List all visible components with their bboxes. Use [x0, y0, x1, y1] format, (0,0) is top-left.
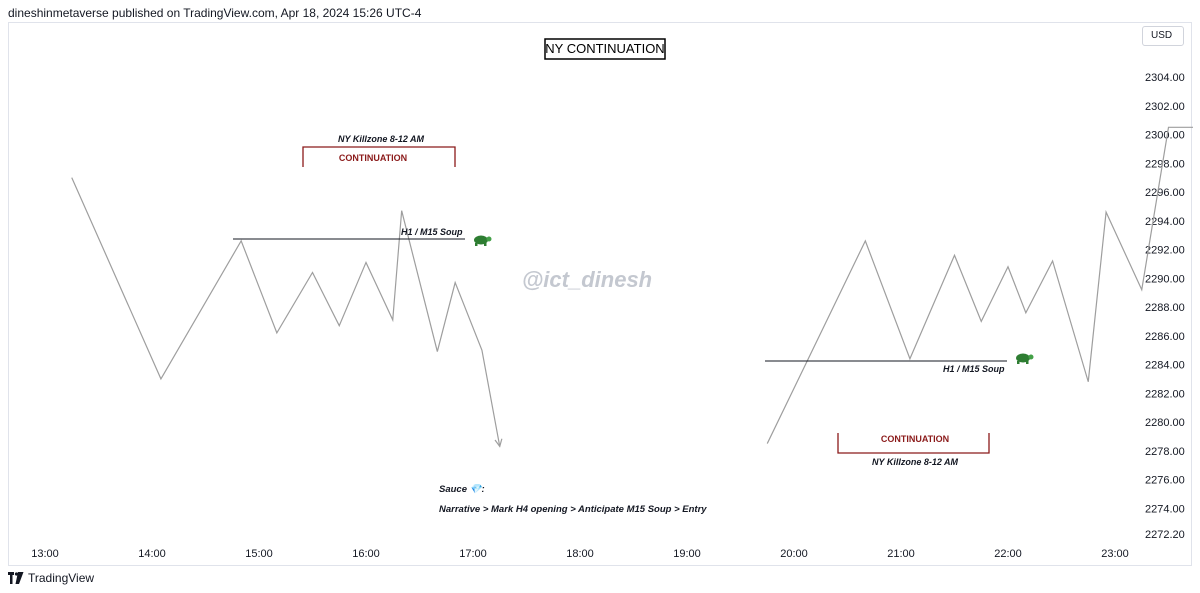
price-path-2 [766, 126, 1193, 444]
tradingview-logo-icon [8, 572, 24, 584]
chart-plot[interactable]: 2304.00 2302.00 2300.00 2298.00 2296.00 2294.… [9, 23, 1193, 567]
turtle-icon [1016, 353, 1034, 364]
turtle-icon [474, 235, 492, 246]
price-tick-label: 2294.00 [1145, 216, 1185, 228]
time-tick-label: 19:00 [673, 548, 701, 560]
right-killzone-label: NY Killzone 8-12 AM [872, 457, 959, 467]
price-path-1 [71, 177, 501, 447]
price-tick-label: 2288.00 [1145, 302, 1185, 314]
time-tick-label: 15:00 [245, 548, 273, 560]
time-tick-label: 16:00 [352, 548, 380, 560]
left-continuation-bracket [302, 146, 456, 167]
time-tick-label: 22:00 [994, 548, 1022, 560]
price-tick-label: 2298.00 [1145, 158, 1185, 170]
price-tick-label: 2278.00 [1145, 446, 1185, 458]
price-tick-label: 2274.00 [1145, 503, 1185, 515]
footer-brand: TradingView [28, 571, 95, 585]
time-tick-label: 18:00 [566, 548, 594, 560]
price-tick-label: 2276.00 [1145, 475, 1185, 487]
right-continuation-label: CONTINUATION [881, 434, 949, 444]
currency-button[interactable]: USD [1142, 26, 1184, 46]
sauce-steps: Narrative > Mark H4 opening > Anticipate… [439, 504, 707, 515]
arrow-head-1 [494, 438, 503, 448]
price-tick-label: 2286.00 [1145, 331, 1185, 343]
time-tick-label: 23:00 [1101, 548, 1129, 560]
time-tick-label: 13:00 [31, 548, 59, 560]
watermark: @ict_dinesh [522, 267, 652, 292]
left-killzone-label: NY Killzone 8-12 AM [338, 134, 425, 144]
price-tick-label: 2292.00 [1145, 245, 1185, 257]
price-tick-label: 2304.00 [1145, 72, 1185, 84]
price-tick-label: 2296.00 [1145, 187, 1185, 199]
sauce-title: Sauce 💎: [439, 483, 485, 495]
time-tick-label: 21:00 [887, 548, 915, 560]
price-tick-label: 2280.00 [1145, 417, 1185, 429]
title-box [544, 38, 666, 60]
time-tick-label: 17:00 [459, 548, 487, 560]
right-soup-label: H1 / M15 Soup [943, 364, 1005, 374]
chart-title: NY CONTINUATION [545, 41, 664, 56]
time-axis[interactable]: 13:00 14:00 15:00 16:00 17:00 18:00 19:00 20:00… [31, 548, 1193, 560]
price-axis[interactable]: 2304.00 2302.00 2300.00 2298.00 2296.00 2294.… [1145, 72, 1185, 541]
price-tick-label: 2300.00 [1145, 130, 1185, 142]
price-tick-label: 2282.00 [1145, 388, 1185, 400]
left-soup-label: H1 / M15 Soup [401, 227, 463, 237]
price-tick-label: 2302.00 [1145, 101, 1185, 113]
price-tick-label: 2284.00 [1145, 360, 1185, 372]
price-tick-label: 2290.00 [1145, 273, 1185, 285]
publish-header: dineshinmetaverse published on TradingVi… [8, 6, 422, 20]
footer: TradingView [8, 571, 94, 585]
chart-frame[interactable]: 2304.00 2302.00 2300.00 2298.00 2296.00 2294.… [8, 22, 1193, 567]
price-series [71, 126, 1193, 448]
time-tick-label: 14:00 [138, 548, 166, 560]
time-tick-label: 20:00 [780, 548, 808, 560]
left-continuation-label: CONTINUATION [339, 153, 407, 163]
price-tick-label: 2272.20 [1145, 529, 1185, 541]
right-continuation-bracket [837, 433, 990, 454]
